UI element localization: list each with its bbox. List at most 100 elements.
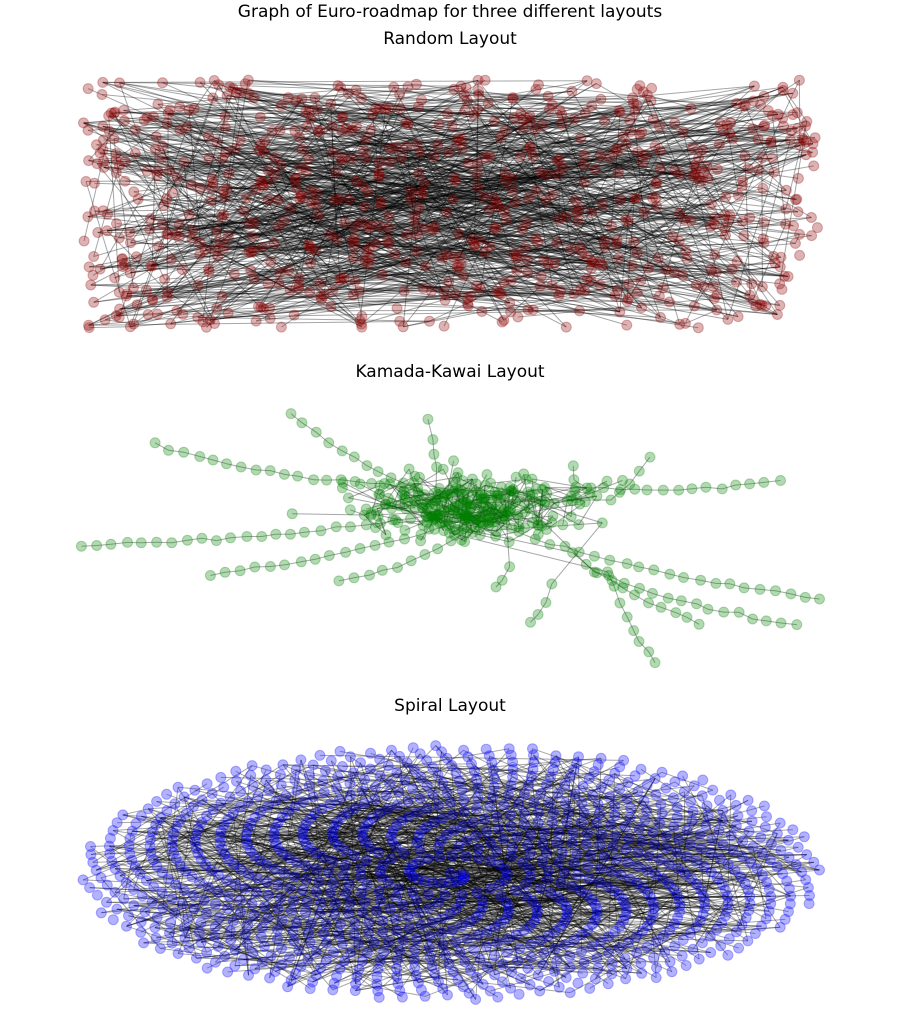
spiral-node bbox=[531, 910, 543, 922]
spiral-node bbox=[697, 890, 709, 902]
random-edge bbox=[223, 190, 612, 227]
spiral-edge bbox=[245, 753, 421, 935]
spiral-edge bbox=[281, 820, 753, 921]
spiral-edge bbox=[456, 908, 481, 913]
spiral-edge bbox=[366, 883, 551, 894]
random-edge bbox=[633, 154, 807, 243]
spiral-edge bbox=[376, 865, 588, 912]
random-node bbox=[777, 85, 789, 96]
spiral-edge bbox=[549, 802, 749, 942]
spiral-edge bbox=[520, 869, 648, 980]
kamada-kawai-node bbox=[540, 597, 552, 608]
spiral-edge bbox=[465, 755, 557, 857]
random-edge bbox=[403, 123, 543, 292]
random-edge bbox=[264, 140, 567, 218]
kamada-kawai-node bbox=[399, 533, 410, 545]
kamada-kawai-node bbox=[621, 611, 633, 623]
random-edge bbox=[216, 141, 481, 290]
random-node bbox=[219, 191, 231, 203]
random-edge bbox=[319, 283, 510, 304]
kamada-kawai-node bbox=[518, 498, 530, 509]
spiral-node bbox=[349, 985, 361, 997]
spiral-edge bbox=[221, 830, 575, 941]
random-edge bbox=[99, 234, 331, 270]
random-edge bbox=[191, 174, 681, 186]
random-node bbox=[553, 290, 565, 301]
spiral-edge bbox=[500, 872, 686, 897]
random-edge bbox=[625, 219, 661, 318]
spiral-edge bbox=[200, 882, 638, 924]
random-node bbox=[628, 236, 640, 248]
kamada-kawai-node bbox=[615, 484, 627, 496]
kamada-kawai-node bbox=[785, 588, 797, 600]
spiral-edge bbox=[335, 896, 750, 904]
spiral-edge bbox=[583, 812, 666, 953]
spiral-edge bbox=[264, 922, 502, 947]
random-edge bbox=[227, 155, 490, 190]
kamada-kawai-edge bbox=[424, 548, 438, 555]
kamada-kawai-edge bbox=[638, 566, 654, 571]
spiral-edge bbox=[229, 796, 429, 860]
spiral-edge bbox=[456, 881, 566, 945]
random-edge bbox=[516, 242, 557, 259]
kamada-kawai-edge bbox=[364, 504, 387, 516]
spiral-edge bbox=[517, 936, 609, 962]
random-edge bbox=[204, 100, 652, 251]
spiral-node bbox=[550, 750, 562, 762]
random-edge bbox=[157, 170, 456, 295]
kamada-kawai-edge bbox=[480, 516, 505, 523]
spiral-edge bbox=[123, 894, 269, 900]
spiral-edge bbox=[558, 817, 631, 863]
kamada-kawai-node bbox=[526, 517, 538, 528]
random-node bbox=[162, 107, 174, 119]
random-edge bbox=[157, 83, 417, 105]
kamada-kawai-edge bbox=[141, 541, 157, 544]
spiral-node bbox=[532, 817, 544, 829]
random-edge bbox=[119, 209, 506, 310]
spiral-node bbox=[783, 851, 795, 863]
spiral-edge bbox=[625, 866, 705, 906]
kamada-kawai-node bbox=[372, 510, 384, 522]
spiral-edge bbox=[403, 853, 567, 978]
kamada-kawai-node bbox=[470, 486, 482, 498]
random-edge bbox=[747, 140, 772, 169]
kamada-kawai-node bbox=[440, 514, 452, 526]
random-node bbox=[628, 97, 639, 109]
random-edge bbox=[503, 85, 755, 321]
spiral-edge bbox=[505, 917, 613, 975]
random-node bbox=[780, 184, 792, 196]
kamada-kawai-node bbox=[489, 516, 501, 527]
kamada-kawai-layout-title: Kamada-Kawai Layout bbox=[355, 362, 545, 382]
random-edge bbox=[221, 238, 355, 297]
random-edge bbox=[88, 320, 430, 326]
kamada-kawai-node bbox=[498, 504, 510, 515]
random-edge bbox=[166, 172, 336, 200]
spiral-node bbox=[316, 803, 328, 815]
kamada-kawai-edge bbox=[509, 511, 520, 527]
spiral-node bbox=[568, 858, 580, 869]
spiral-edge bbox=[308, 789, 713, 934]
random-node bbox=[348, 233, 360, 245]
random-edge bbox=[224, 227, 726, 249]
random-edge bbox=[558, 110, 620, 220]
spiral-edge bbox=[565, 802, 656, 875]
spiral-node bbox=[592, 798, 604, 810]
spiral-edge bbox=[325, 747, 414, 925]
kamada-kawai-edge bbox=[290, 413, 303, 424]
spiral-edge bbox=[507, 794, 565, 873]
spiral-edge bbox=[193, 805, 753, 822]
spiral-node bbox=[595, 936, 607, 948]
random-edge bbox=[215, 118, 575, 250]
random-node bbox=[794, 228, 805, 240]
spiral-edge bbox=[533, 754, 605, 858]
random-edge bbox=[632, 97, 649, 269]
spiral-edge bbox=[467, 938, 711, 953]
spiral-edge bbox=[220, 802, 684, 941]
random-node bbox=[458, 89, 470, 101]
random-edge bbox=[135, 129, 217, 143]
spiral-node bbox=[272, 924, 283, 936]
random-edge bbox=[294, 187, 763, 316]
spiral-node bbox=[409, 961, 421, 973]
spiral-node bbox=[471, 886, 483, 898]
spiral-edge bbox=[614, 772, 743, 842]
